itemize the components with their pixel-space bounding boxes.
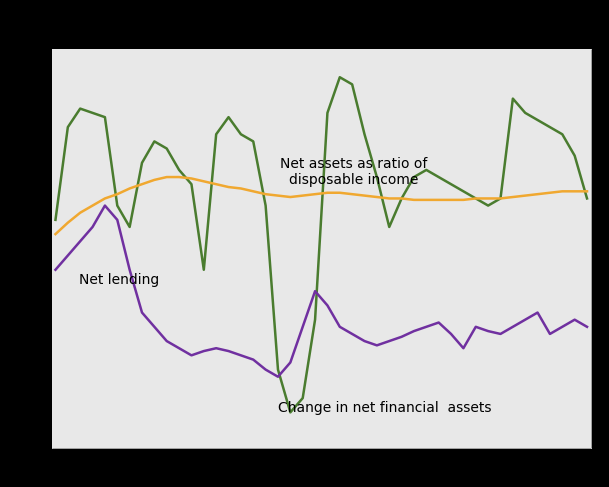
Text: Net assets as ratio of
disposable income: Net assets as ratio of disposable income [280,156,428,187]
Text: Net lending: Net lending [79,273,159,287]
Text: Change in net financial  assets: Change in net financial assets [278,401,491,415]
